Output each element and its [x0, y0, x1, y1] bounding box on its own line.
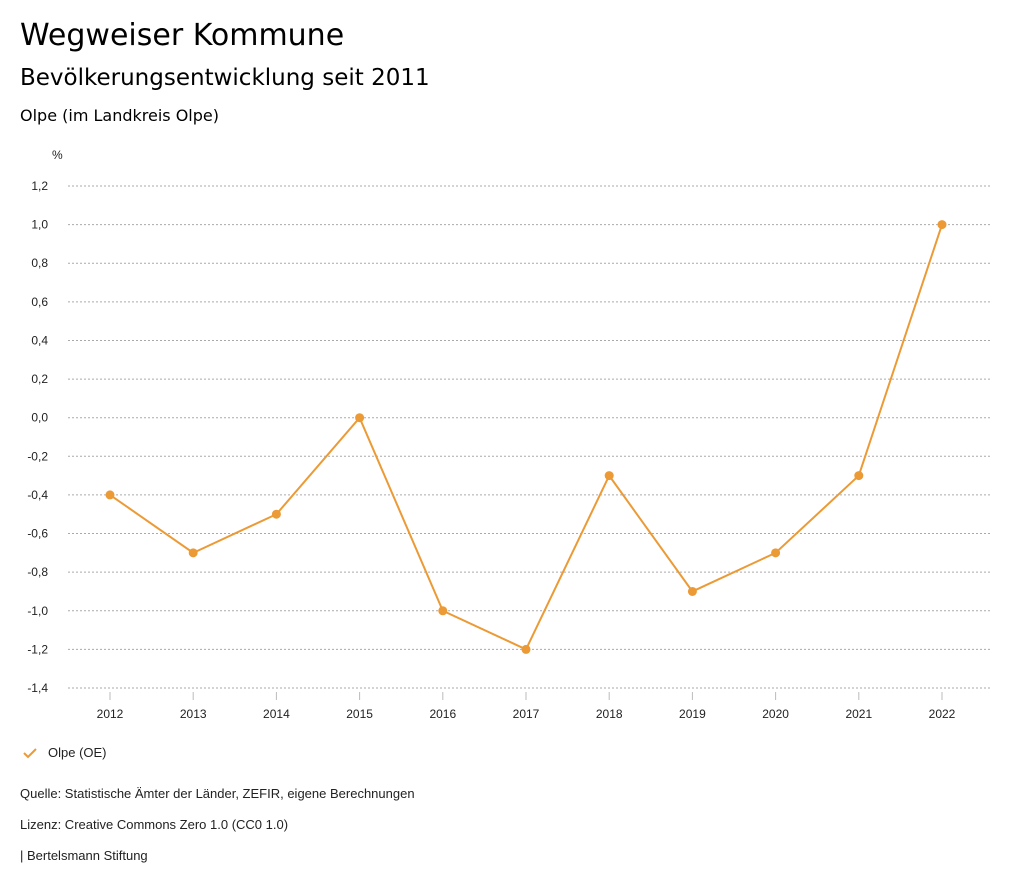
- x-tick-label: 2016: [429, 707, 456, 721]
- y-tick-label: 0,4: [31, 333, 48, 347]
- x-tick-label: 2018: [596, 707, 623, 721]
- data-point: [438, 606, 448, 616]
- x-tick-label: 2017: [513, 707, 540, 721]
- y-tick-label: -1,2: [27, 642, 48, 656]
- y-tick-label: -0,8: [27, 565, 48, 579]
- data-point: [521, 644, 531, 654]
- source-text: Quelle: Statistische Ämter der Länder, Z…: [20, 786, 415, 801]
- y-tick-label: 0,6: [31, 295, 48, 309]
- series-line: [109, 224, 943, 651]
- license-text: Lizenz: Creative Commons Zero 1.0 (CC0 1…: [20, 817, 289, 832]
- data-point: [937, 220, 947, 230]
- y-tick-label: 0,8: [31, 256, 48, 270]
- check-icon: [23, 747, 37, 758]
- x-tick-label: 2013: [180, 707, 207, 721]
- data-point: [687, 586, 697, 596]
- y-tick-label: -0,2: [27, 449, 48, 463]
- x-tick-label: 2012: [97, 707, 124, 721]
- y-tick-label: 1,2: [31, 179, 48, 193]
- x-tick-label: 2014: [263, 707, 290, 721]
- x-tick-label: 2019: [679, 707, 706, 721]
- data-point: [771, 548, 781, 558]
- data-point: [355, 413, 365, 423]
- y-tick-label: 0,2: [31, 372, 48, 386]
- data-point: [854, 471, 864, 481]
- region-label: Olpe (im Landkreis Olpe): [20, 106, 219, 125]
- x-tick-label: 2021: [845, 707, 872, 721]
- legend-item[interactable]: Olpe (OE): [22, 745, 107, 760]
- y-tick-label: -1,0: [27, 604, 48, 618]
- brand-text: | Bertelsmann Stiftung: [20, 848, 148, 863]
- data-point: [188, 548, 198, 558]
- y-tick-label: 1,0: [31, 218, 48, 232]
- y-tick-label: -0,6: [27, 527, 48, 541]
- x-tick-label: 2020: [762, 707, 789, 721]
- y-axis-label: %: [52, 148, 63, 162]
- data-point: [105, 490, 115, 500]
- y-tick-label: -1,4: [27, 681, 48, 695]
- x-tick-label: 2022: [929, 707, 956, 721]
- page-title: Wegweiser Kommune: [20, 18, 345, 53]
- y-tick-label: 0,0: [31, 411, 48, 425]
- chart-subtitle: Bevölkerungsentwicklung seit 2011: [20, 65, 430, 91]
- data-point: [604, 471, 614, 481]
- line-chart: % 1,2 1,0 0,8 0,6 0,4 0,2 0,0 -0,2 -0,4 -0,6 -0,8 -1…: [27, 148, 990, 721]
- y-tick-label: -0,4: [27, 488, 48, 502]
- x-tick-label: 2015: [346, 707, 373, 721]
- data-point: [271, 509, 281, 519]
- legend-label: Olpe (OE): [48, 745, 107, 760]
